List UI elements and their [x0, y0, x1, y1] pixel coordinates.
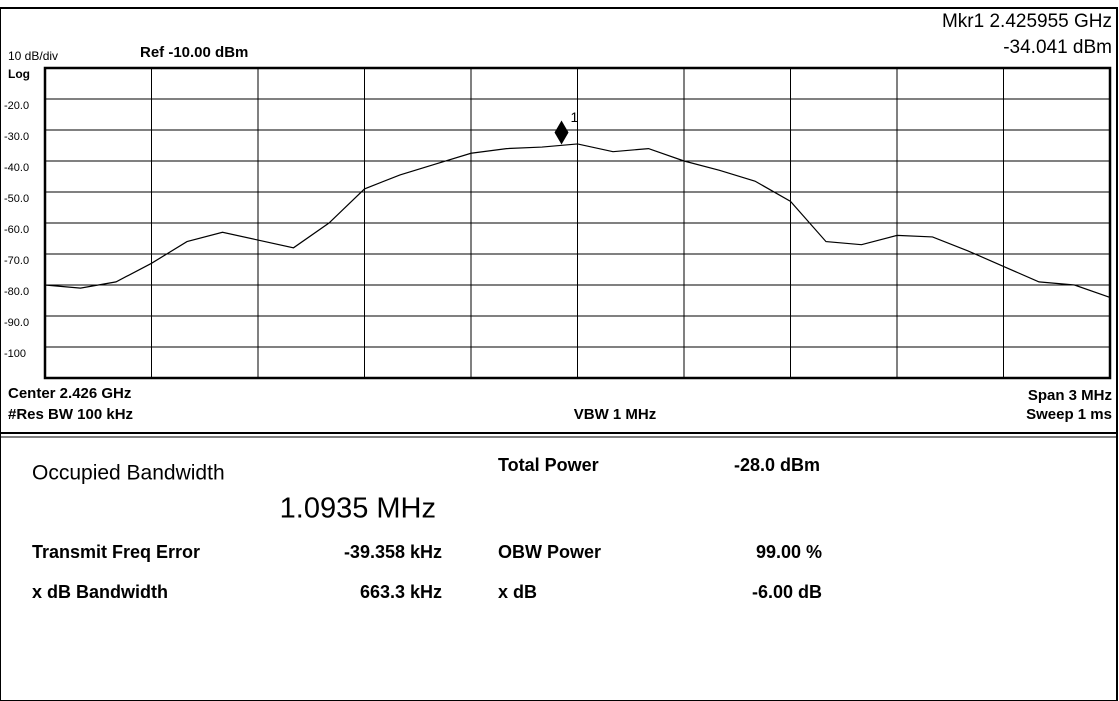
- y-tick-label: -30.0: [4, 131, 29, 143]
- result-value: -39.358 kHz: [344, 542, 442, 562]
- result-value: 663.3 kHz: [360, 582, 442, 602]
- occupied-bandwidth: 1.0935 MHz: [280, 493, 436, 525]
- span-label: Span 3 MHz: [1028, 387, 1112, 404]
- y-tick-label: -80.0: [4, 286, 29, 298]
- marker: [554, 120, 569, 145]
- sweep-label: Sweep 1 ms: [1026, 406, 1112, 423]
- center-label: Center 2.426 GHz: [8, 385, 131, 402]
- result-value: -28.0 dBm: [734, 455, 820, 475]
- scale-type: Log: [8, 67, 30, 81]
- y-tick-label: -40.0: [4, 162, 29, 174]
- results-title: Occupied Bandwidth: [32, 462, 225, 485]
- vbw-label: VBW 1 MHz: [574, 406, 657, 423]
- trace: [44, 143, 1111, 298]
- result-value: 99.00 %: [756, 542, 822, 562]
- marker-name: Mkr1 2.425955 GHz: [942, 11, 1112, 32]
- marker-value: -34.041 dBm: [1003, 37, 1112, 58]
- y-tick-label: -50.0: [4, 193, 29, 205]
- result-value: -6.00 dB: [752, 582, 822, 602]
- ref-label: Ref -10.00 dBm: [140, 44, 248, 61]
- y-tick-label: -70.0: [4, 255, 29, 267]
- result-label: x dB Bandwidth: [32, 582, 168, 602]
- result-label: Transmit Freq Error: [32, 542, 200, 562]
- y-tick-label: -90.0: [4, 317, 29, 329]
- result-label: x dB: [498, 582, 537, 602]
- plot-frame: [43, 66, 1112, 380]
- result-label: Total Power: [498, 455, 599, 475]
- y-tick-label: -60.0: [4, 224, 29, 236]
- marker-number: 1: [571, 109, 579, 125]
- result-label: OBW Power: [498, 542, 601, 562]
- rbw-label: #Res BW 100 kHz: [8, 406, 133, 423]
- y-tick-label: -100: [4, 348, 26, 360]
- y-tick-label: -20.0: [4, 100, 29, 112]
- scale-label: 10 dB/div: [8, 49, 58, 63]
- screen-frame: [0, 7, 1118, 701]
